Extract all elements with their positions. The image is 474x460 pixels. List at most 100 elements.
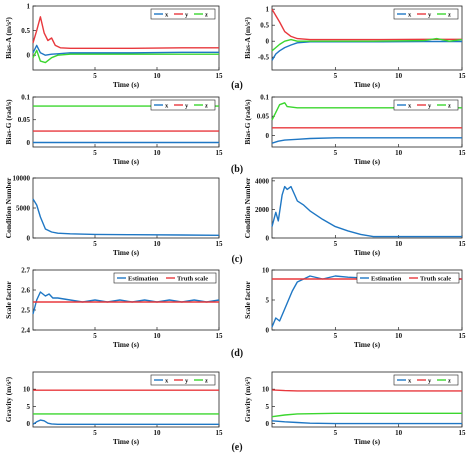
x-tick-label: 15 <box>459 429 467 437</box>
chart-d-right: 5 10 15 0 5 10 Time (s) Scale factor Estimation T… <box>243 267 466 350</box>
y-tick-label: 0 <box>266 38 270 46</box>
x-tick-label: 10 <box>154 149 162 157</box>
chart-a-right: 5 10 15 -0.5 0 0.5 1 Time (s) Bias-A (m/s²) x y z <box>243 5 467 89</box>
y-axis-label: Bias-G (rad/s) <box>4 99 13 145</box>
x-tick-label: 5 <box>93 429 97 437</box>
legend-label: x <box>165 12 169 19</box>
series-line-z <box>271 412 462 418</box>
panel-label: (e) <box>231 442 242 453</box>
y-tick-label: 0 <box>266 235 270 243</box>
plot-frame <box>32 177 220 239</box>
y-tick-label: 0 <box>266 132 270 140</box>
x-tick-label: 15 <box>216 429 224 437</box>
x-tick-label: 15 <box>216 332 224 340</box>
x-tick-label: 10 <box>395 149 403 157</box>
legend-label: z <box>205 378 208 385</box>
x-tick-label: 10 <box>154 72 162 80</box>
legend-label: Truth scale <box>420 276 451 283</box>
panel-label: (a) <box>231 80 243 91</box>
series-line-data <box>32 198 220 236</box>
series-line-x <box>271 137 462 144</box>
legend-label: Estimation <box>371 276 402 283</box>
y-tick-label: 10 <box>262 267 270 275</box>
x-tick-label: 10 <box>395 332 403 340</box>
y-tick-label: -0.5 <box>258 54 270 62</box>
y-tick-label: 0.05 <box>257 113 270 121</box>
series-line-x <box>271 420 462 425</box>
legend: x y z <box>150 99 216 111</box>
y-tick-label: 4000 <box>255 177 270 185</box>
legend-label: Truth scale <box>177 276 208 283</box>
series-group <box>32 16 219 64</box>
x-tick-label: 10 <box>395 429 403 437</box>
chart-c-right: 5 10 15 0 2000 4000 Time (s) Condition Number <box>243 177 466 257</box>
x-tick-label: 5 <box>93 149 97 157</box>
x-axis-label: Time (s) <box>113 248 140 257</box>
series-line-x <box>32 44 219 56</box>
series-line-z <box>32 49 219 64</box>
legend-box <box>356 272 460 284</box>
x-tick-label: 15 <box>459 240 467 248</box>
x-tick-label: 10 <box>154 429 162 437</box>
legend-label: z <box>448 12 451 19</box>
series-group <box>271 102 462 144</box>
y-axis-label: Scale factor <box>243 280 252 318</box>
legend-box <box>113 272 217 284</box>
legend: x y z <box>150 374 216 386</box>
series-line-z <box>271 37 463 52</box>
y-tick-label: 0 <box>266 420 270 428</box>
x-tick-label: 10 <box>395 72 403 80</box>
y-tick-label: 2000 <box>255 206 270 214</box>
legend-label: y <box>428 103 432 110</box>
y-axis-label: Gravity (m/s²) <box>243 376 252 422</box>
x-tick-label: 15 <box>216 149 224 157</box>
legend-label: z <box>205 103 208 110</box>
y-tick-label: 0 <box>27 235 31 243</box>
y-axis-label: Scale factor <box>4 280 13 318</box>
series-group <box>32 291 220 315</box>
x-tick-label: 5 <box>93 332 97 340</box>
y-tick-label: 0.5 <box>260 22 269 30</box>
y-axis-label: Condition Number <box>243 177 252 238</box>
plot-frame <box>271 177 463 239</box>
y-axis-label: Bias-G (rad/s) <box>243 99 252 145</box>
y-tick-label: 2.4 <box>21 327 30 335</box>
legend-label: y <box>185 378 189 385</box>
legend-label: z <box>205 12 208 19</box>
series-line-y <box>271 8 462 41</box>
chart-a-left: 5 10 15 0 0.5 1 Time (s) Bias-A (m/s²) x y z <box>4 3 223 90</box>
legend-label: z <box>448 103 451 110</box>
panel-label: (c) <box>231 254 242 265</box>
legend-label: x <box>165 103 169 110</box>
legend-label: y <box>185 12 189 19</box>
x-tick-label: 5 <box>334 332 338 340</box>
x-tick-label: 10 <box>154 332 162 340</box>
y-tick-label: 5 <box>266 297 270 305</box>
x-tick-label: 5 <box>334 240 338 248</box>
y-tick-label: 10000 <box>13 175 31 183</box>
y-tick-label: 0 <box>27 420 31 428</box>
x-tick-label: 5 <box>93 240 97 248</box>
x-tick-label: 15 <box>459 332 467 340</box>
x-axis-label: Time (s) <box>113 157 140 166</box>
y-tick-label: 0.1 <box>21 94 30 102</box>
y-axis-label: Bias-A (m/s²) <box>243 17 252 59</box>
legend-label: x <box>408 103 412 110</box>
y-tick-label: 0.5 <box>21 27 30 35</box>
series-group <box>271 389 462 425</box>
series-group <box>271 8 463 61</box>
series-line-y <box>32 16 219 49</box>
y-tick-label: 0 <box>27 52 31 60</box>
series-line-z <box>271 102 462 121</box>
y-tick-label: 2.6 <box>21 287 30 295</box>
y-tick-label: 1 <box>27 3 31 11</box>
x-tick-label: 5 <box>334 149 338 157</box>
y-tick-label: 5 <box>266 403 270 411</box>
chart-d-left: 5 10 15 2.4 2.5 2.6 2.7 Time (s) Scale factor Est… <box>4 267 223 350</box>
legend-label: y <box>428 378 432 385</box>
x-axis-label: Time (s) <box>354 80 381 89</box>
y-tick-label: 10 <box>23 386 31 394</box>
x-tick-label: 15 <box>459 149 467 157</box>
x-tick-label: 15 <box>459 72 467 80</box>
